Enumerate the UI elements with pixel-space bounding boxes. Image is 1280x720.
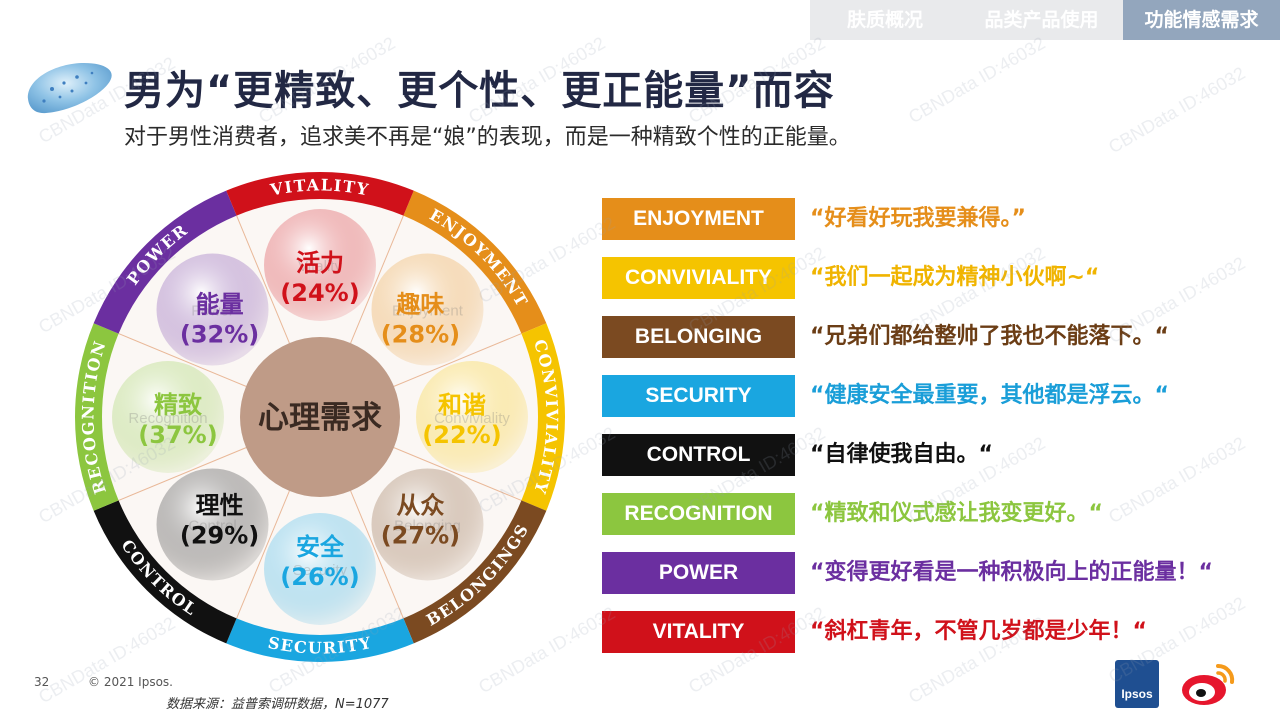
segment-name-vitality: 活力 <box>296 249 344 277</box>
legend-label-vitality: VITALITY <box>602 611 795 653</box>
page-subtitle: 对于男性消费者，追求美不再是“娘”的表现，而是一种精致个性的正能量。 <box>124 125 851 150</box>
wheel-spoke <box>118 333 247 387</box>
legend-label-power: POWER <box>602 552 795 594</box>
ring-arc-enjoyment <box>403 190 547 334</box>
wheel-spoke <box>350 490 404 619</box>
segment-pct-recognition: (37%) <box>138 421 217 449</box>
wheel-spoke <box>393 333 522 387</box>
wheel-center-label: 心理需求 <box>258 400 382 436</box>
watermark-text: CBNData ID:46032 <box>905 32 1049 128</box>
bubble-conviviality <box>416 361 528 473</box>
needs-wheel: EnjoymentENJOYMENT趣味(28%)ConvivialityCON… <box>74 172 565 662</box>
wheel-spoke <box>350 215 404 344</box>
segment-pct-enjoyment: (28%) <box>381 321 460 349</box>
segment-pct-security: (26%) <box>280 563 359 591</box>
top-nav: 肤质概况 品类产品使用 功能情感需求 <box>810 0 1280 40</box>
bubble-ghost-text: Belonging <box>394 517 461 534</box>
ring-arc-control <box>93 500 237 644</box>
ring-arc-security <box>226 618 414 662</box>
segment-pct-power: (32%) <box>180 321 259 349</box>
legend-label-recognition: RECOGNITION <box>602 493 795 535</box>
tab-emotional-needs[interactable]: 功能情感需求 <box>1123 0 1280 40</box>
ring-arc-vitality <box>226 172 414 216</box>
legend-quote-security: “健康安全最重要，其他都是浮云。“ <box>810 383 1169 408</box>
legend-quote-enjoyment: “好看好玩我要兼得。” <box>810 206 1026 231</box>
bubble-ghost-text: Power <box>191 303 234 320</box>
weibo-icon <box>1182 663 1235 705</box>
wheel-center <box>240 337 400 497</box>
segment-pct-vitality: (24%) <box>280 279 359 307</box>
legend-label-belonging: BELONGING <box>602 316 795 358</box>
wheel-spoke <box>236 490 290 619</box>
segment-name-power: 能量 <box>196 291 244 319</box>
legend-row-vitality: VITALITY “斜杠青年，不管几岁都是少年！“ <box>602 611 1262 653</box>
cosmetic-swatch-image <box>27 63 112 114</box>
bubble-ghost-text: Recognition <box>128 410 207 427</box>
legend-label-conviviality: CONVIVIALITY <box>602 257 795 299</box>
wheel-spoke <box>236 215 290 344</box>
legend-quote-recognition: “精致和仪式感让我变更好。“ <box>810 501 1103 526</box>
bubble-ghost-text: Enjoyment <box>392 303 464 320</box>
bubble-ghost-text: Control <box>188 517 236 534</box>
legend-row-security: SECURITY “健康安全最重要，其他都是浮云。“ <box>602 375 1262 417</box>
legend-quote-control: “自律使我自由。“ <box>810 442 993 467</box>
bubble-recognition <box>112 361 224 473</box>
segment-name-enjoyment: 趣味 <box>395 291 444 319</box>
legend-row-control: CONTROL “自律使我自由。“ <box>602 434 1262 476</box>
legend-row-belonging: BELONGING “兄弟们都给整帅了我也不能落下。“ <box>602 316 1262 358</box>
legend-quote-belonging: “兄弟们都给整帅了我也不能落下。“ <box>810 324 1169 349</box>
ring-arc-conviviality <box>521 323 565 511</box>
wheel-spoke <box>118 447 247 501</box>
bubble-control <box>156 468 269 581</box>
ipsos-logo: Ipsos <box>1115 660 1159 708</box>
legend-row-recognition: RECOGNITION “精致和仪式感让我变更好。“ <box>602 493 1262 535</box>
bubble-belongings <box>371 468 484 581</box>
segment-name-conviviality: 和谐 <box>438 391 486 419</box>
legend-row-enjoyment: ENJOYMENT “好看好玩我要兼得。” <box>602 198 1262 240</box>
legend-row-conviviality: CONVIVIALITY “我们一起成为精神小伙啊~“ <box>602 257 1262 299</box>
segment-pct-control: (29%) <box>180 521 259 549</box>
bubble-ghost-text: Security <box>293 562 348 579</box>
copyright: © 2021 Ipsos. <box>88 675 173 689</box>
legend-quote-power: “变得更好看是一种积极向上的正能量！“ <box>810 560 1213 585</box>
bubble-security <box>264 513 376 625</box>
data-source-note: 数据来源：益普索调研数据，N=1077 <box>166 697 389 712</box>
ring-arc-power <box>93 190 237 334</box>
legend-quote-conviviality: “我们一起成为精神小伙啊~“ <box>810 265 1100 290</box>
bubble-vitality <box>264 209 376 321</box>
bubble-power <box>156 253 269 366</box>
tab-product-usage[interactable]: 品类产品使用 <box>960 0 1123 40</box>
ring-arc-belongings <box>403 500 547 644</box>
page-title: 男为“更精致、更个性、更正能量”而容 <box>124 68 835 114</box>
legend-quote-vitality: “斜杠青年，不管几岁都是少年！“ <box>810 619 1147 644</box>
bubble-ghost-text: Conviviality <box>434 410 510 427</box>
tab-skin-overview[interactable]: 肤质概况 <box>810 0 960 40</box>
bubble-ghost-text: Vitality <box>298 258 342 275</box>
legend-row-power: POWER “变得更好看是一种积极向上的正能量！“ <box>602 552 1262 594</box>
ring-arc-recognition <box>74 323 119 511</box>
segment-name-recognition: 精致 <box>154 391 203 419</box>
legend-label-enjoyment: ENJOYMENT <box>602 198 795 240</box>
segment-name-belongings: 从众 <box>396 491 444 519</box>
bubble-enjoyment <box>371 253 484 366</box>
legend-label-control: CONTROL <box>602 434 795 476</box>
watermark-text: CBNData ID:46032 <box>1105 62 1249 158</box>
page-number: 32 <box>34 675 50 689</box>
segment-name-security: 安全 <box>296 533 345 561</box>
segment-name-control: 理性 <box>196 491 244 519</box>
segment-pct-conviviality: (22%) <box>422 421 501 449</box>
wheel-spoke <box>393 447 522 501</box>
legend-label-security: SECURITY <box>602 375 795 417</box>
segment-pct-belongings: (27%) <box>381 521 460 549</box>
